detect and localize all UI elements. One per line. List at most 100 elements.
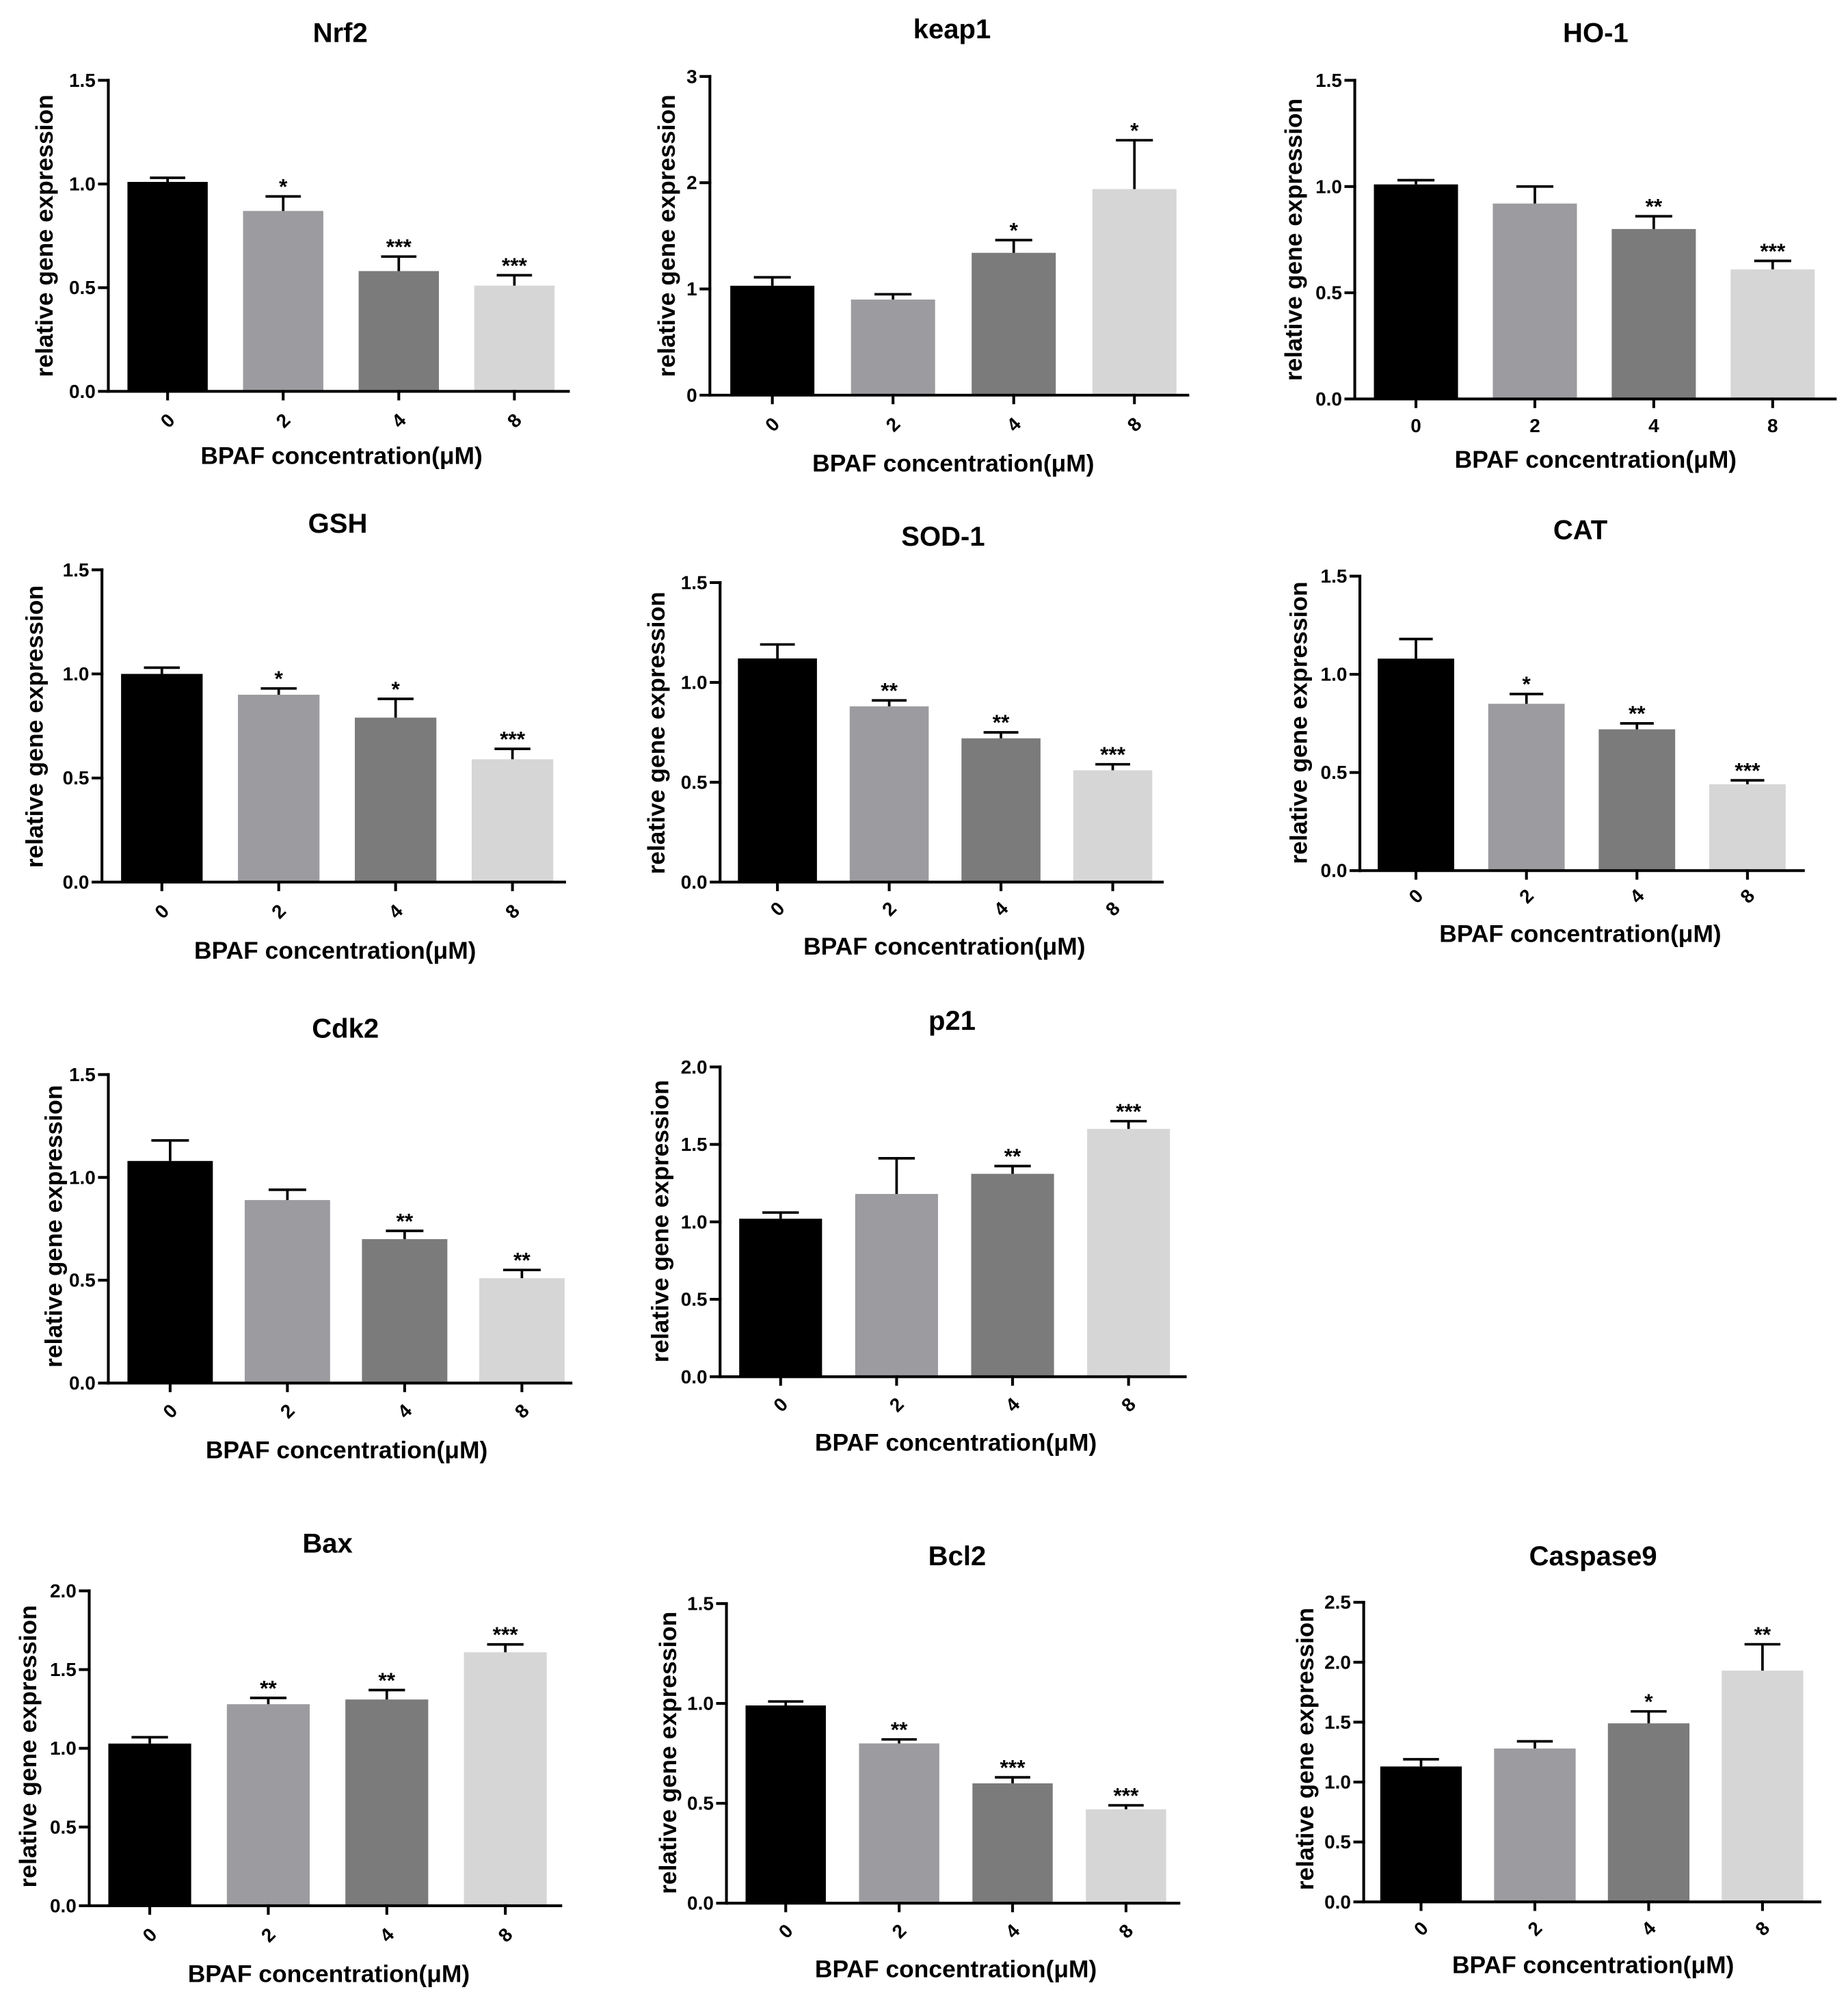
x-tick-label: 2 xyxy=(1515,885,1538,907)
significance-label: * xyxy=(1010,217,1019,242)
bar-0 xyxy=(127,182,208,392)
significance-label: ** xyxy=(1629,701,1646,726)
y-tick-label: 0.5 xyxy=(687,1793,714,1814)
bar-4 xyxy=(961,738,1041,882)
x-tick-label: 0 xyxy=(150,900,173,922)
x-tick-label: 4 xyxy=(1648,415,1659,436)
y-tick-label: 1.0 xyxy=(50,1738,77,1759)
y-tick-label: 0.0 xyxy=(1324,1891,1351,1913)
chart-title: GSH xyxy=(308,509,368,539)
x-tick-label: 2 xyxy=(885,1394,908,1416)
y-tick-label: 1 xyxy=(686,278,697,300)
bar-4 xyxy=(972,252,1056,395)
bar-4 xyxy=(358,271,440,392)
y-tick-label: 0.0 xyxy=(681,871,708,892)
significance-label: *** xyxy=(1116,1099,1142,1124)
bar-8 xyxy=(1073,770,1153,882)
bar-2 xyxy=(855,1194,939,1377)
x-axis-label: BPAF concentration(μM) xyxy=(1439,920,1721,948)
bar-8 xyxy=(471,759,554,882)
bar-2 xyxy=(851,300,935,395)
chart-title: Bax xyxy=(302,1529,352,1559)
y-tick-label: 1.5 xyxy=(63,559,90,581)
x-axis-label: BPAF concentration(μM) xyxy=(812,450,1094,477)
bar-8 xyxy=(474,285,555,392)
y-tick-label: 0.5 xyxy=(50,1816,77,1837)
x-tick-label: 4 xyxy=(375,1924,398,1946)
y-tick-label: 0.0 xyxy=(1321,860,1348,881)
x-tick-label: 2 xyxy=(882,413,905,436)
x-tick-label: 0 xyxy=(159,1400,181,1422)
significance-label: ** xyxy=(378,1668,395,1692)
x-tick-label: 2 xyxy=(1529,415,1540,436)
significance-label: *** xyxy=(1113,1783,1139,1807)
x-axis-label: BPAF concentration(μM) xyxy=(1452,1952,1734,1979)
x-tick-label: 8 xyxy=(1767,415,1778,436)
x-tick-label: 0 xyxy=(761,413,784,436)
x-axis-label: BPAF concentration(μM) xyxy=(815,1955,1097,1982)
bar-2 xyxy=(849,706,929,882)
y-tick-label: 0.0 xyxy=(687,1893,714,1914)
y-tick-label: 0.0 xyxy=(1315,388,1342,410)
significance-label: *** xyxy=(500,726,526,751)
significance-label: ** xyxy=(1754,1622,1771,1647)
x-tick-label: 0 xyxy=(157,410,179,432)
x-tick-label: 8 xyxy=(501,900,524,922)
significance-label: ** xyxy=(891,1717,908,1742)
y-axis-label: relative gene expression xyxy=(654,1612,682,1894)
x-tick-label: 8 xyxy=(1736,885,1758,907)
chart-nrf2: Nrf2 0 * 2 *** 4 *** 8 0.0 0.5 1.0 1.5 relative gene… xyxy=(31,18,570,470)
significance-label: *** xyxy=(1000,1755,1026,1779)
y-tick-label: 1.0 xyxy=(1315,176,1342,197)
bar-4 xyxy=(1607,1723,1690,1902)
significance-label: *** xyxy=(1735,758,1760,782)
y-axis-label: relative gene expression xyxy=(14,1605,42,1887)
x-tick-label: 2 xyxy=(276,1400,299,1422)
significance-label: ** xyxy=(513,1247,531,1272)
y-tick-label: 2.5 xyxy=(1324,1592,1351,1613)
x-tick-label: 0 xyxy=(775,1920,797,1943)
y-tick-label: 1.5 xyxy=(681,1134,708,1155)
bar-4 xyxy=(972,1783,1053,1904)
bar-0 xyxy=(730,285,815,395)
y-tick-label: 1.5 xyxy=(69,70,96,91)
y-tick-label: 0.5 xyxy=(1315,282,1342,304)
y-axis-label: relative gene expression xyxy=(643,591,670,874)
significance-label: * xyxy=(1130,118,1139,142)
x-tick-label: 2 xyxy=(1524,1917,1546,1940)
bar-4 xyxy=(1611,228,1696,399)
y-tick-label: 0.0 xyxy=(69,381,96,402)
x-tick-label: 0 xyxy=(766,898,789,920)
y-tick-label: 1.5 xyxy=(1324,1712,1351,1733)
chart-ho-1: HO-1 0 2 ** 4 *** 8 0.0 0.5 1.0 1.5 relative gene e… xyxy=(1280,18,1837,473)
significance-label: *** xyxy=(502,253,528,278)
bar-2 xyxy=(1492,203,1577,399)
y-tick-label: 1.0 xyxy=(69,174,96,195)
significance-label: ** xyxy=(1004,1144,1021,1169)
chart-bax: Bax 0 ** 2 ** 4 *** 8 0.0 0.5 1.0 1.5 2.0 relative ge… xyxy=(14,1529,563,1988)
x-axis-label: BPAF concentration(μM) xyxy=(815,1428,1097,1456)
significance-label: * xyxy=(279,174,288,199)
x-tick-label: 2 xyxy=(257,1924,280,1946)
chart-caspase9: Caspase9 0 2 * 4 ** 8 0.0 0.5 1.0 1.5 2.0 2.5relativ… xyxy=(1291,1541,1822,1979)
x-tick-label: 8 xyxy=(1123,413,1146,436)
y-tick-label: 1.5 xyxy=(69,1064,96,1085)
bar-4 xyxy=(971,1173,1054,1377)
bar-4 xyxy=(354,717,437,882)
bar-8 xyxy=(479,1278,565,1383)
x-tick-label: 8 xyxy=(1751,1917,1773,1940)
y-tick-label: 0.0 xyxy=(69,1372,96,1394)
y-axis-label: relative gene expression xyxy=(653,94,680,377)
bar-8 xyxy=(1709,784,1786,871)
y-tick-label: 0.5 xyxy=(681,1289,708,1310)
significance-label: ** xyxy=(881,678,898,702)
y-axis-label: relative gene expression xyxy=(1291,1608,1319,1890)
x-tick-label: 0 xyxy=(1405,885,1428,907)
bar-0 xyxy=(739,1219,822,1377)
y-tick-label: 1.5 xyxy=(687,1593,714,1614)
x-tick-label: 8 xyxy=(1115,1920,1138,1943)
x-tick-label: 8 xyxy=(503,410,526,432)
x-tick-label: 2 xyxy=(267,900,290,922)
